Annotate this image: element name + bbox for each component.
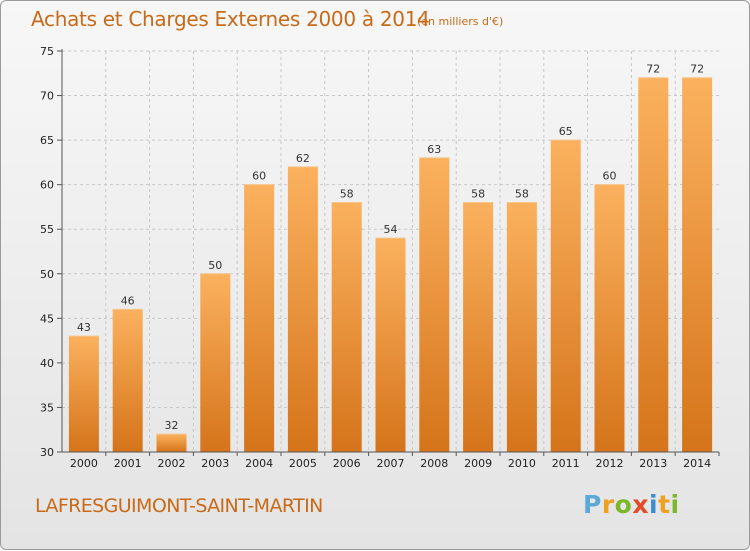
x-tick-label-2004: 2004 xyxy=(245,457,273,470)
x-tick-label-2001: 2001 xyxy=(114,457,142,470)
y-tick-label: 40 xyxy=(40,357,54,370)
x-tick-label-2005: 2005 xyxy=(289,457,317,470)
y-tick-label: 70 xyxy=(40,90,54,103)
bar-2010 xyxy=(506,202,537,452)
x-tick-label-2008: 2008 xyxy=(420,457,448,470)
y-tick-label: 30 xyxy=(40,446,54,459)
value-label-2010: 58 xyxy=(515,187,529,200)
y-tick-label: 60 xyxy=(40,179,54,192)
value-label-2005: 62 xyxy=(296,152,310,165)
x-tick-label-2007: 2007 xyxy=(377,457,405,470)
value-label-2012: 60 xyxy=(603,170,617,183)
x-tick-label-2012: 2012 xyxy=(596,457,624,470)
y-tick-label: 55 xyxy=(40,223,54,236)
proxiti-logo: Proxiti xyxy=(583,490,680,519)
value-label-2006: 58 xyxy=(340,187,354,200)
x-tick-label-2010: 2010 xyxy=(508,457,536,470)
x-tick-label-2009: 2009 xyxy=(464,457,492,470)
bar-2000 xyxy=(68,336,99,452)
axes: 30 35 40 45 50 55 60 65 70 75 2000 2001 2002 2003 2004… xyxy=(40,45,720,470)
value-label-2004: 60 xyxy=(252,170,266,183)
value-label-2002: 32 xyxy=(165,419,179,432)
x-tick-label-2013: 2013 xyxy=(639,457,667,470)
x-tick-label-2011: 2011 xyxy=(552,457,580,470)
bar-2005 xyxy=(287,166,318,452)
bar-2003 xyxy=(200,273,231,452)
bars xyxy=(68,77,713,452)
bar-2013 xyxy=(638,77,669,452)
chart-title: Achats et Charges Externes 2000 à 2014 xyxy=(31,7,430,31)
bar-2012 xyxy=(594,184,625,452)
value-label-2009: 58 xyxy=(471,187,485,200)
x-tick-label-2006: 2006 xyxy=(333,457,361,470)
y-tick-label: 65 xyxy=(40,134,54,147)
bar-2007 xyxy=(375,238,406,452)
bar-2014 xyxy=(682,77,713,452)
data-labels: 43 46 32 50 60 62 58 54 63 58 58 65 60 72 72 xyxy=(77,63,704,432)
chart-subtitle: (en milliers d'€) xyxy=(417,15,504,28)
value-label-2001: 46 xyxy=(121,294,135,307)
y-tick-label: 50 xyxy=(40,268,54,281)
bar-2004 xyxy=(244,184,275,452)
bar-2001 xyxy=(112,309,143,452)
value-label-2000: 43 xyxy=(77,321,91,334)
value-label-2003: 50 xyxy=(208,259,222,272)
value-label-2013: 72 xyxy=(646,63,660,76)
bar-2009 xyxy=(463,202,494,452)
bar-2002 xyxy=(156,434,187,452)
x-tick-label-2000: 2000 xyxy=(70,457,98,470)
value-label-2007: 54 xyxy=(384,223,398,236)
y-tick-label: 45 xyxy=(40,312,54,325)
value-label-2014: 72 xyxy=(690,63,704,76)
bar-2011 xyxy=(550,140,581,452)
bar-2006 xyxy=(331,202,362,452)
value-label-2011: 65 xyxy=(559,125,573,138)
x-tick-label-2002: 2002 xyxy=(158,457,186,470)
commune-name: LAFRESGUIMONT-SAINT-MARTIN xyxy=(35,495,323,517)
y-tick-label: 35 xyxy=(40,401,54,414)
bar-2008 xyxy=(419,157,450,452)
x-tick-label-2003: 2003 xyxy=(201,457,229,470)
y-tick-label: 75 xyxy=(40,45,54,58)
value-label-2008: 63 xyxy=(427,143,441,156)
x-tick-label-2014: 2014 xyxy=(683,457,711,470)
